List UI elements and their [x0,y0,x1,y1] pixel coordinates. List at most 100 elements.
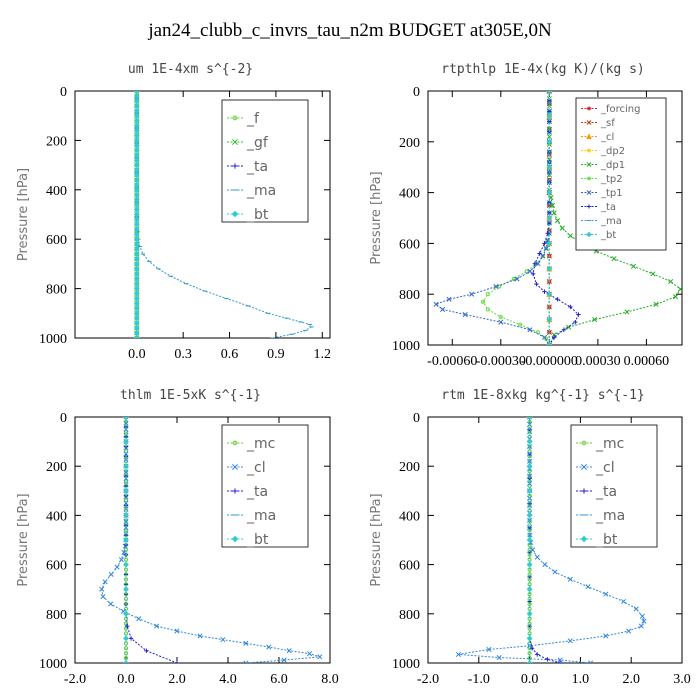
data-point [624,309,630,315]
data-point [557,660,563,663]
legend-marker [587,106,591,111]
data-point [485,292,490,297]
data-point [307,651,313,657]
plot-frame [427,90,683,346]
panel-rtpthlp: rtpthlp 1E-4x(kg K)/(kg s) 0 200 400 600 800 1… [369,62,683,369]
legend-marker [581,488,587,494]
series-line-ta [125,417,178,663]
data-point [588,660,594,663]
data-point [243,640,249,646]
data-point [546,342,553,345]
data-point [174,660,180,663]
y-tick-label: 400 [46,509,67,524]
data-point [118,557,124,563]
data-point [123,586,129,593]
data-point [123,438,129,445]
data-point [567,576,573,582]
data-point [546,342,552,345]
data-point [486,646,492,653]
data-point [653,301,659,307]
y-tick-label: 0 [413,85,420,100]
y-tick-label: 1000 [392,657,420,672]
data-point [630,263,637,269]
data-point [123,610,129,617]
data-point [108,571,114,577]
data-point [541,334,548,340]
y-tick-label: 1000 [39,332,67,347]
data-point [123,417,129,420]
data-point [123,420,129,426]
panel-um: um 1E-4xm s^{-2} 0 200 400 600 800 1000 0.0 0.3 0… [16,62,331,362]
data-point [641,618,647,624]
data-point [281,657,287,663]
legend-marker [586,162,592,167]
data-point [123,561,129,568]
series-line-dp1 [548,91,682,345]
data-point [123,463,129,470]
legend-label: _ta [246,484,268,500]
data-point [677,286,682,292]
plot-frame [427,416,683,664]
data-point [639,613,645,619]
data-point [546,138,553,145]
data-point [551,210,557,216]
data-point [546,215,553,221]
x-tick-label: 0.00030 [575,354,621,369]
data-point [567,233,573,239]
y-tick-label: 400 [399,509,420,524]
x-tick-label: -0.00030 [476,354,526,369]
data-point [108,601,114,607]
data-point [317,654,323,660]
data-point [123,518,129,525]
y-tick-label: 600 [399,559,420,574]
data-point [440,306,446,312]
y-tick-label: 600 [399,237,420,252]
x-tick-label: -0.000000 [521,354,578,369]
data-point [650,271,656,277]
legend-label: _sf [600,118,615,129]
data-point [526,417,533,420]
y-axis-label: Pressure [hPa] [369,171,384,264]
y-axis-label: Pressure [hPa] [16,168,31,261]
legend-marker [586,120,592,125]
data-point [526,561,533,568]
data-point [526,463,533,470]
data-point [125,623,130,629]
legend-label: _dp1 [600,160,625,171]
data-point [123,500,129,506]
x-tick-label: 1.0 [572,672,590,687]
data-point [527,458,533,464]
data-point [557,657,563,663]
data-point [540,253,546,259]
data-point [524,269,529,274]
data-point [573,319,578,325]
legend-label: _tp1 [600,188,623,199]
legend-marker [232,464,238,470]
legend-marker [587,176,591,181]
data-point [526,438,533,445]
data-point [526,660,533,663]
data-point [497,284,502,289]
y-tick-label: 400 [46,184,67,199]
data-point [526,586,533,593]
data-point [554,217,560,224]
data-point [99,586,105,592]
data-point [545,657,550,662]
data-point [668,278,674,285]
data-point [493,284,499,290]
y-tick-label: 0 [60,85,67,100]
legend: _forcing _sf _cl _dp2 _dp1 _tp2 _tp1 _ta _ma _bt [575,97,667,251]
legend-label: _cl [246,460,266,476]
data-point [518,322,523,327]
data-point [527,473,533,479]
legend-marker [231,210,239,218]
data-point [526,537,533,543]
data-point [154,623,160,629]
legend-label: _gf [246,135,269,151]
data-point [526,610,533,617]
x-tick-label: 2.0 [622,672,640,687]
y-tick-label: 800 [399,288,420,303]
x-tick-label: 0.00060 [624,354,670,369]
data-point [174,628,180,634]
y-axis-label: Pressure [hPa] [16,493,31,586]
